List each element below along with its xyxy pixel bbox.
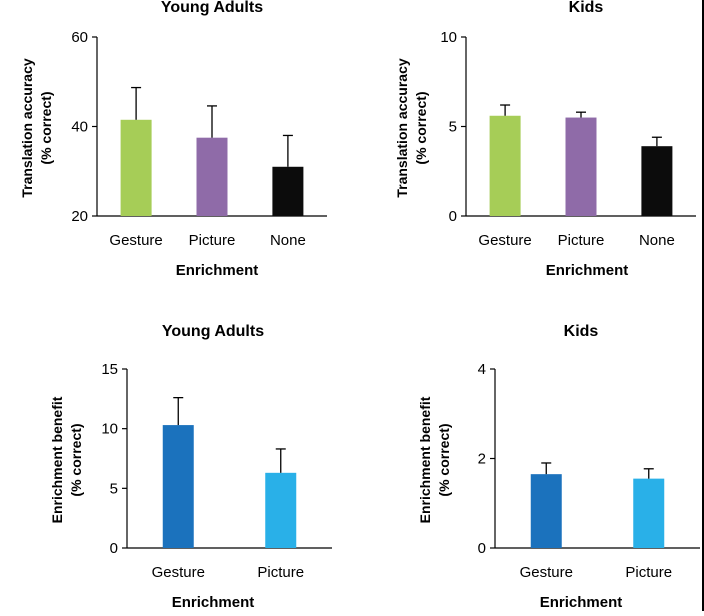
x-category-label: Gesture xyxy=(478,232,531,249)
y-axis-label-line-2: (% correct) xyxy=(413,91,429,164)
chart-title: Young Adults xyxy=(161,0,263,16)
y-tick-label: 20 xyxy=(71,208,88,225)
y-axis-label-line-2: (% correct) xyxy=(68,423,84,496)
bar-none xyxy=(272,166,304,216)
y-axis-label: Enrichment benefit (% correct) xyxy=(49,396,84,523)
y-axis-label: Enrichment benefit (% correct) xyxy=(417,396,452,523)
y-tick-label: 4 xyxy=(478,361,486,378)
x-axis-label: Enrichment xyxy=(540,594,623,611)
y-tick-label: 10 xyxy=(440,29,457,46)
x-category-label: Gesture xyxy=(109,232,162,249)
x-category-label: Picture xyxy=(558,232,605,249)
bar-picture xyxy=(196,137,228,216)
y-axis-label-line-2: (% correct) xyxy=(38,91,54,164)
y-axis-label-line-1: Translation accuracy xyxy=(394,58,410,198)
chart-title: Young Adults xyxy=(162,323,264,340)
y-tick-label: 2 xyxy=(478,451,486,468)
bar-picture xyxy=(265,472,297,548)
x-axis-label: Enrichment xyxy=(172,594,255,611)
y-tick-label: 60 xyxy=(71,29,88,46)
y-tick-label: 0 xyxy=(110,540,118,557)
bar-gesture xyxy=(489,115,521,216)
bar-none xyxy=(641,146,673,216)
x-axis-label: Enrichment xyxy=(546,262,629,279)
y-tick-label: 5 xyxy=(110,480,118,497)
chart-title: Kids xyxy=(569,0,604,16)
x-category-label: Picture xyxy=(189,232,236,249)
y-axis-label-line-1: Translation accuracy xyxy=(19,58,35,198)
y-tick-label: 0 xyxy=(478,540,486,557)
chart-panel-2: Kids 0 5 10 Gesture Picture None Enrichment Tran… xyxy=(394,0,696,279)
y-tick-label: 5 xyxy=(449,119,457,136)
y-axis-label-line-2: (% correct) xyxy=(436,423,452,496)
bar-picture xyxy=(633,478,665,548)
chart-panel-1: Young Adults 20 40 60 Gesture Picture None Enri… xyxy=(19,0,327,279)
bar-gesture xyxy=(530,474,562,548)
y-tick-label: 40 xyxy=(71,119,88,136)
x-category-label: None xyxy=(639,232,675,249)
bar-gesture xyxy=(162,425,194,548)
y-tick-label: 10 xyxy=(101,421,118,438)
x-category-label: None xyxy=(270,232,306,249)
y-axis-label-line-1: Enrichment benefit xyxy=(49,396,65,523)
right-edge-border xyxy=(702,0,704,611)
y-axis-label: Translation accuracy (% correct) xyxy=(19,58,54,198)
x-category-label: Gesture xyxy=(152,564,205,581)
chart-title: Kids xyxy=(564,323,599,340)
x-category-label: Gesture xyxy=(520,564,573,581)
x-axis-label: Enrichment xyxy=(176,262,259,279)
y-axis-label: Translation accuracy (% correct) xyxy=(394,58,429,198)
bar-picture xyxy=(565,117,597,216)
x-category-label: Picture xyxy=(257,564,304,581)
y-axis-label-line-1: Enrichment benefit xyxy=(417,396,433,523)
y-tick-label: 15 xyxy=(101,361,118,378)
x-category-label: Picture xyxy=(625,564,672,581)
y-tick-label: 0 xyxy=(449,208,457,225)
bar-gesture xyxy=(120,119,152,216)
